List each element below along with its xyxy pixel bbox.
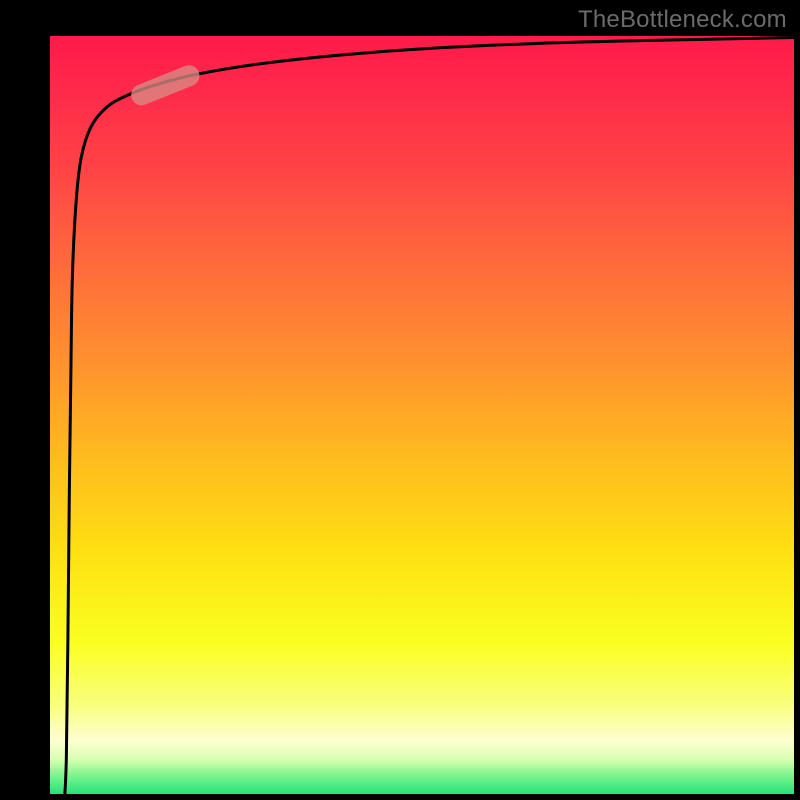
bottleneck-curve: [65, 38, 794, 794]
watermark-text: TheBottleneck.com: [578, 6, 787, 34]
plot-area: [50, 36, 794, 794]
highlight-marker: [128, 62, 203, 108]
chart-container: TheBottleneck.com: [0, 0, 800, 800]
chart-svg-overlay: [50, 36, 794, 794]
